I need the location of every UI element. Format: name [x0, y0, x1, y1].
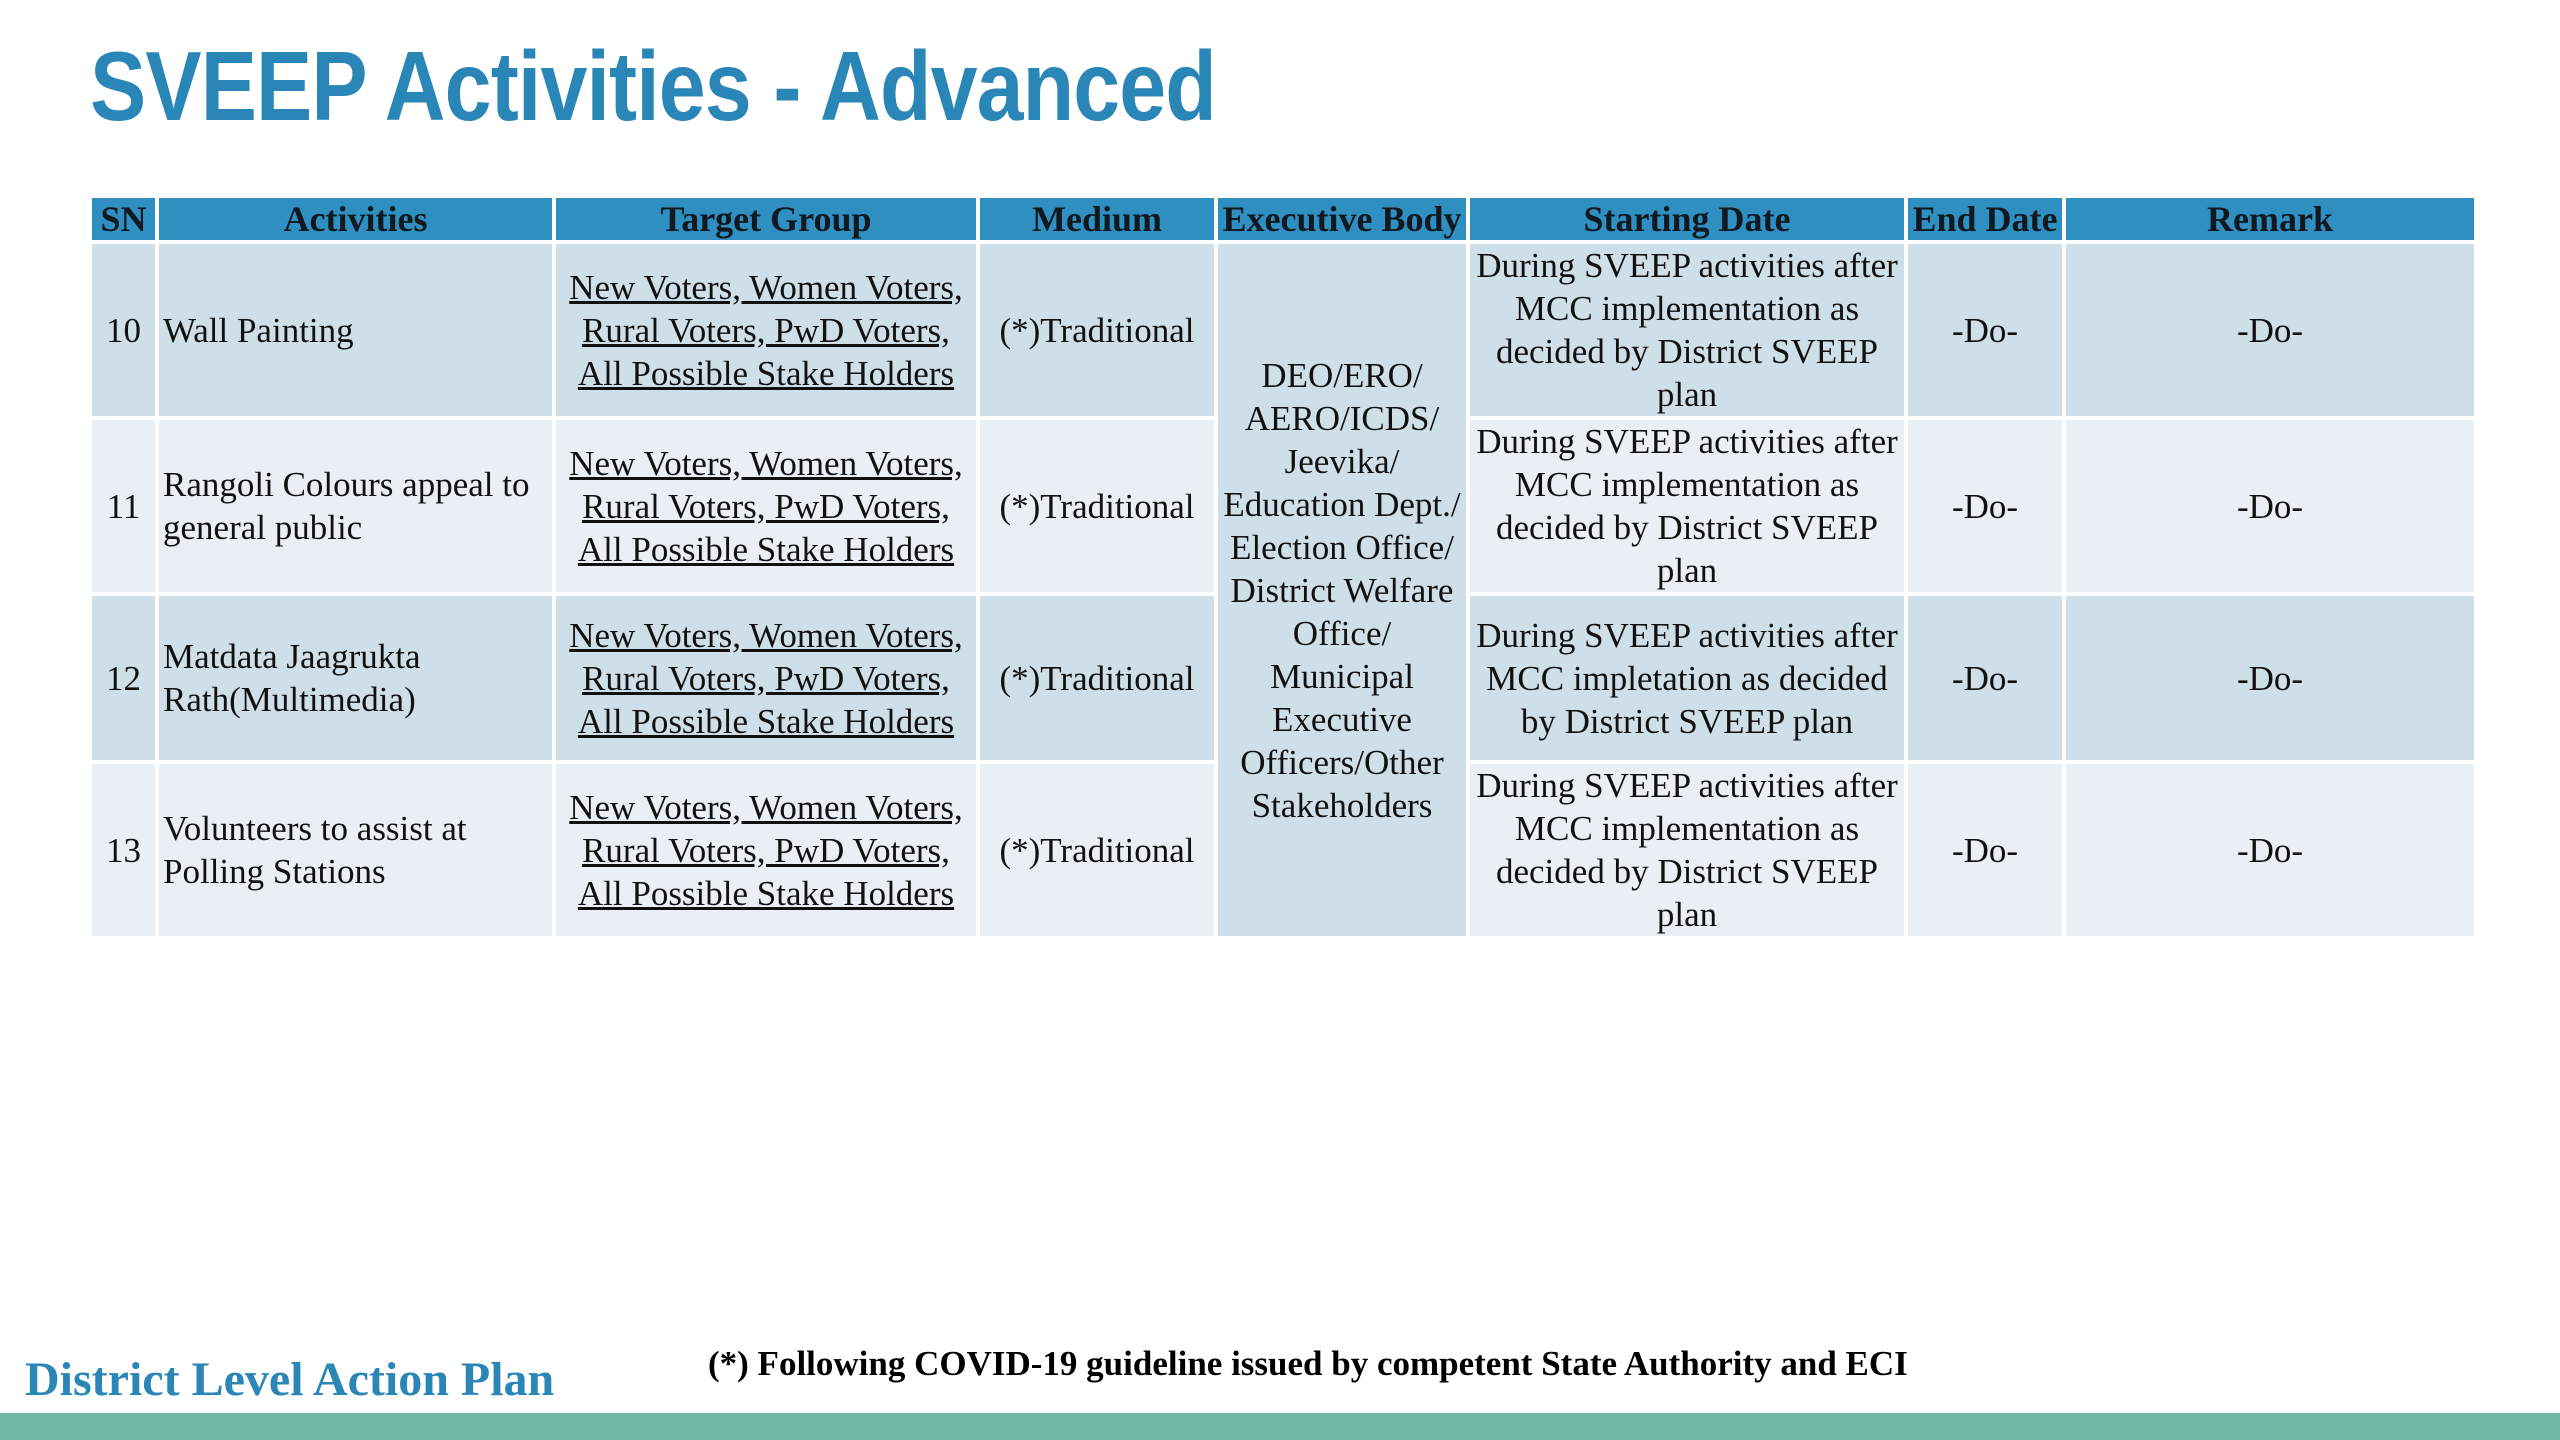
cell-target-group: New Voters, Women Voters, Rural Voters, … — [556, 244, 976, 416]
cell-activity: Volunteers to assist at Polling Stations — [159, 764, 552, 936]
cell-activity: Rangoli Colours appeal to general public — [159, 420, 552, 592]
target-group-line: Rural Voters, PwD Voters, — [582, 486, 950, 526]
table-row: 12 Matdata Jaagrukta Rath(Multimedia) Ne… — [92, 596, 2474, 760]
cell-medium: (*)Traditional — [980, 420, 1214, 592]
column-header-executive-body: Executive Body — [1218, 198, 1466, 240]
target-group-line: All Possible Stake Holders — [577, 353, 955, 393]
cell-target-group: New Voters, Women Voters, Rural Voters, … — [556, 596, 976, 760]
cell-starting-date: During SVEEP activities after MCC implem… — [1470, 764, 1904, 936]
footer-title: District Level Action Plan — [25, 1353, 555, 1406]
cell-end-date: -Do- — [1908, 596, 2062, 760]
column-header-end-date: End Date — [1908, 198, 2062, 240]
target-group-line: Rural Voters, PwD Voters, — [582, 830, 950, 870]
cell-medium: (*)Traditional — [980, 764, 1214, 936]
column-header-sn: SN — [92, 198, 155, 240]
cell-sn: 11 — [92, 420, 155, 592]
target-group-line: New Voters, Women Voters, — [569, 267, 963, 307]
covid-footnote: (*) Following COVID-19 guideline issued … — [708, 1344, 1908, 1383]
target-group-line: New Voters, Women Voters, — [569, 787, 963, 827]
target-group-line: All Possible Stake Holders — [577, 529, 955, 569]
table-row: 13 Volunteers to assist at Polling Stati… — [92, 764, 2474, 936]
column-header-remark: Remark — [2066, 198, 2474, 240]
target-group-line: All Possible Stake Holders — [577, 873, 955, 913]
target-group-line: All Possible Stake Holders — [577, 701, 955, 741]
target-group-line: New Voters, Women Voters, — [569, 615, 963, 655]
column-header-medium: Medium — [980, 198, 1214, 240]
slide-title: SVEEP Activities - Advanced — [90, 31, 1217, 141]
footer-bar — [0, 1413, 2560, 1440]
table-header-row: SN Activities Target Group Medium Execut… — [92, 198, 2474, 240]
cell-remark: -Do- — [2066, 244, 2474, 416]
cell-medium: (*)Traditional — [980, 596, 1214, 760]
cell-executive-body: DEO/ERO/ AERO/ICDS/ Jeevika/ Education D… — [1218, 244, 1466, 936]
cell-starting-date: During SVEEP activities after MCC implem… — [1470, 244, 1904, 416]
cell-end-date: -Do- — [1908, 420, 2062, 592]
cell-end-date: -Do- — [1908, 764, 2062, 936]
cell-remark: -Do- — [2066, 764, 2474, 936]
table-row: 11 Rangoli Colours appeal to general pub… — [92, 420, 2474, 592]
cell-end-date: -Do- — [1908, 244, 2062, 416]
cell-sn: 13 — [92, 764, 155, 936]
table-row: 10 Wall Painting New Voters, Women Voter… — [92, 244, 2474, 936]
target-group-line: Rural Voters, PwD Voters, — [582, 658, 950, 698]
cell-starting-date: During SVEEP activities after MCC implem… — [1470, 420, 1904, 592]
cell-remark: -Do- — [2066, 420, 2474, 592]
cell-activity: Wall Painting — [159, 244, 552, 416]
cell-medium: (*)Traditional — [980, 244, 1214, 416]
cell-sn: 12 — [92, 596, 155, 760]
cell-target-group: New Voters, Women Voters, Rural Voters, … — [556, 420, 976, 592]
cell-remark: -Do- — [2066, 596, 2474, 760]
target-group-line: New Voters, Women Voters, — [569, 443, 963, 483]
activities-table: SN Activities Target Group Medium Execut… — [88, 194, 2478, 940]
column-header-starting-date: Starting Date — [1470, 198, 1904, 240]
column-header-activities: Activities — [159, 198, 552, 240]
column-header-target-group: Target Group — [556, 198, 976, 240]
cell-activity: Matdata Jaagrukta Rath(Multimedia) — [159, 596, 552, 760]
cell-starting-date: During SVEEP activities after MCC implet… — [1470, 596, 1904, 760]
target-group-line: Rural Voters, PwD Voters, — [582, 310, 950, 350]
cell-target-group: New Voters, Women Voters, Rural Voters, … — [556, 764, 976, 936]
cell-sn: 10 — [92, 244, 155, 416]
